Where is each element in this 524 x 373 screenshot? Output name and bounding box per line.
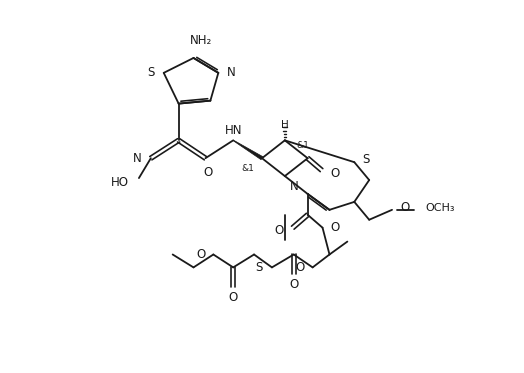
Text: NH₂: NH₂: [190, 34, 213, 47]
Text: O: O: [196, 248, 205, 261]
Text: &1: &1: [242, 164, 255, 173]
Text: &1: &1: [296, 141, 309, 150]
Text: S: S: [362, 153, 369, 166]
Text: HO: HO: [111, 176, 129, 188]
Text: O: O: [400, 201, 409, 214]
Text: O: O: [204, 166, 213, 179]
Text: O: O: [228, 291, 238, 304]
Text: N: N: [133, 152, 142, 165]
Text: O: O: [275, 224, 284, 237]
Text: S: S: [256, 261, 263, 274]
Text: O: O: [331, 167, 340, 180]
Text: OCH₃: OCH₃: [426, 203, 455, 213]
Text: S: S: [147, 66, 155, 79]
Text: HN: HN: [224, 124, 242, 137]
Text: O: O: [331, 221, 340, 234]
Text: N: N: [290, 179, 299, 192]
Text: O: O: [289, 278, 298, 291]
Polygon shape: [233, 140, 263, 160]
Text: H: H: [281, 120, 289, 131]
Text: O: O: [296, 261, 304, 274]
Text: N: N: [227, 66, 236, 79]
